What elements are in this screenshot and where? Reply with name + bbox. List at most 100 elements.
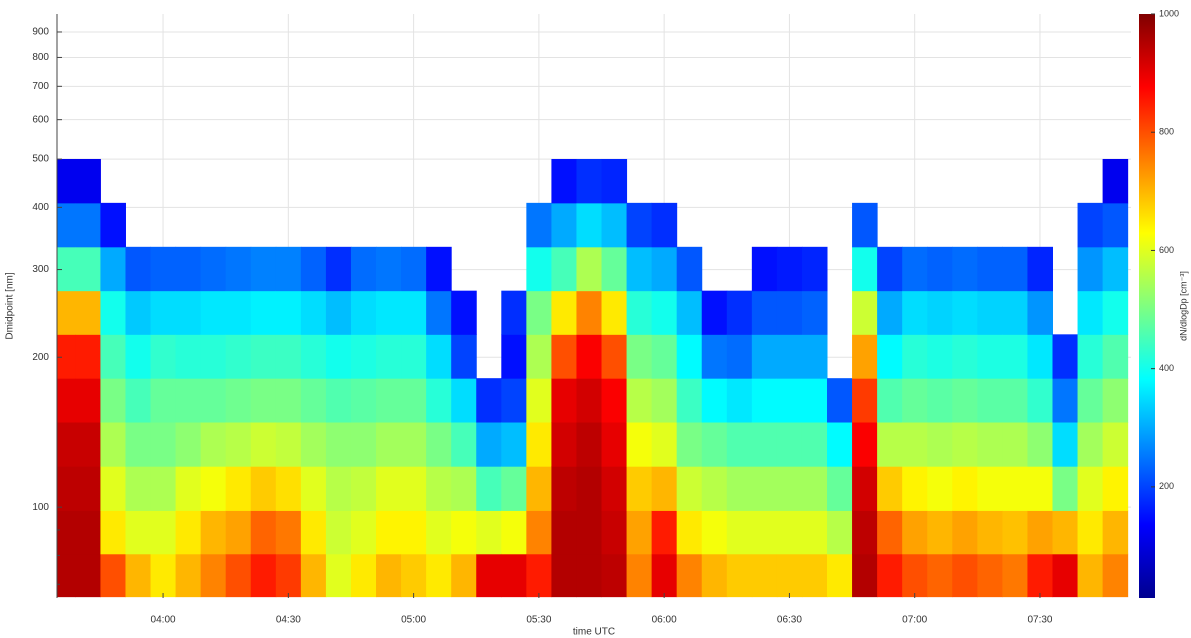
- heatmap-cell: [376, 378, 402, 423]
- heatmap-cell: [426, 422, 452, 467]
- heatmap-cell: [726, 466, 753, 511]
- heatmap-cell: [57, 202, 76, 248]
- heatmap-cell: [1077, 202, 1104, 248]
- heatmap-cell: [977, 246, 1003, 292]
- heatmap-cell: [902, 246, 928, 292]
- heatmap-cell: [200, 422, 227, 467]
- heatmap-cell: [150, 334, 177, 379]
- heatmap-cell: [250, 334, 277, 379]
- heatmap-cell: [676, 378, 703, 423]
- heatmap-cell: [125, 466, 152, 511]
- heatmap-cell: [927, 378, 953, 423]
- heatmap-cell: [75, 290, 101, 335]
- heatmap-cell: [1102, 553, 1129, 598]
- heatmap-cell: [401, 510, 427, 555]
- heatmap-cell: [601, 510, 628, 555]
- heatmap-cell: [626, 334, 653, 379]
- heatmap-cell: [175, 246, 202, 292]
- heatmap-cell: [776, 553, 803, 598]
- heatmap-cell: [676, 290, 703, 335]
- y-tick-label: 600: [32, 114, 49, 125]
- heatmap-cell: [927, 510, 953, 555]
- heatmap-cell: [1102, 378, 1129, 423]
- heatmap-cell: [701, 466, 728, 511]
- heatmap-cell: [1002, 334, 1028, 379]
- heatmap-cell: [1102, 510, 1129, 555]
- heatmap-cell: [250, 510, 277, 555]
- heatmap-cell: [877, 246, 903, 292]
- heatmap-cell: [350, 510, 377, 555]
- heatmap-cell: [451, 334, 477, 379]
- heatmap-cell: [401, 553, 427, 598]
- heatmap-cell: [451, 466, 477, 511]
- heatmap-cell: [827, 422, 853, 467]
- heatmap-cell: [952, 334, 978, 379]
- heatmap-cell: [300, 378, 327, 423]
- heatmap-cell: [1052, 422, 1079, 467]
- heatmap-cell: [1027, 378, 1053, 423]
- heatmap-cell: [300, 246, 327, 292]
- heatmap-cell: [401, 378, 427, 423]
- heatmap-cell: [701, 378, 728, 423]
- heatmap-cell: [852, 466, 878, 511]
- y-tick-label: 700: [32, 81, 49, 92]
- heatmap-cell: [476, 510, 502, 555]
- heatmap-cell: [250, 553, 277, 598]
- heatmap-cell: [827, 466, 853, 511]
- heatmap-cell: [801, 334, 828, 379]
- heatmap-cell: [175, 334, 202, 379]
- x-tick-label: 04:30: [276, 615, 301, 626]
- heatmap-cell: [651, 422, 678, 467]
- heatmap-cell: [601, 422, 628, 467]
- heatmap-cell: [175, 290, 202, 335]
- heatmap-cell: [852, 334, 878, 379]
- heatmap-cell: [776, 466, 803, 511]
- heatmap-cell: [801, 510, 828, 555]
- heatmap-cell: [225, 553, 252, 598]
- heatmap-cell: [877, 378, 903, 423]
- heatmap-cell: [676, 553, 703, 598]
- heatmap-cell: [1102, 290, 1129, 335]
- heatmap-cell: [902, 290, 928, 335]
- heatmap-cell: [576, 202, 603, 248]
- heatmap-cell: [325, 422, 352, 467]
- heatmap-cell: [927, 422, 953, 467]
- heatmap-cell: [877, 553, 903, 598]
- heatmap-cell: [902, 466, 928, 511]
- heatmap-cell: [57, 158, 76, 204]
- y-tick-label: 300: [32, 264, 49, 275]
- heatmap-cell: [275, 466, 302, 511]
- heatmap-cell: [376, 290, 402, 335]
- heatmap-cell: [451, 422, 477, 467]
- heatmap-cell: [601, 553, 628, 598]
- heatmap-cell: [626, 378, 653, 423]
- y-axis-label: Dmidpoint [nm]: [5, 272, 16, 339]
- heatmap-cell: [200, 290, 227, 335]
- heatmap-cell: [551, 158, 577, 204]
- heatmap-cell: [1102, 202, 1129, 248]
- heatmap-cell: [977, 378, 1003, 423]
- heatmap-cell: [551, 202, 577, 248]
- heatmap-cell: [626, 466, 653, 511]
- heatmap-cell: [100, 290, 126, 335]
- heatmap-cell: [977, 553, 1003, 598]
- heatmap-cell: [551, 422, 577, 467]
- heatmap-cell: [100, 553, 126, 598]
- colorbar-label: dN/dlogDp [cm⁻³]: [1178, 271, 1188, 341]
- heatmap-cell: [175, 422, 202, 467]
- heatmap-cell: [1052, 553, 1079, 598]
- heatmap-cell: [927, 466, 953, 511]
- colorbar-tick-label: 800: [1159, 127, 1174, 137]
- heatmap-cell: [776, 510, 803, 555]
- heatmap-cell: [426, 290, 452, 335]
- heatmap-cell: [501, 334, 527, 379]
- heatmap-cell: [776, 334, 803, 379]
- heatmap-cell: [1077, 553, 1104, 598]
- heatmap-cell: [927, 246, 953, 292]
- heatmap-cell: [927, 553, 953, 598]
- heatmap-cell: [751, 422, 778, 467]
- heatmap-cell: [877, 334, 903, 379]
- heatmap-cell: [751, 466, 778, 511]
- heatmap-cell: [1077, 246, 1104, 292]
- heatmap-cell: [275, 378, 302, 423]
